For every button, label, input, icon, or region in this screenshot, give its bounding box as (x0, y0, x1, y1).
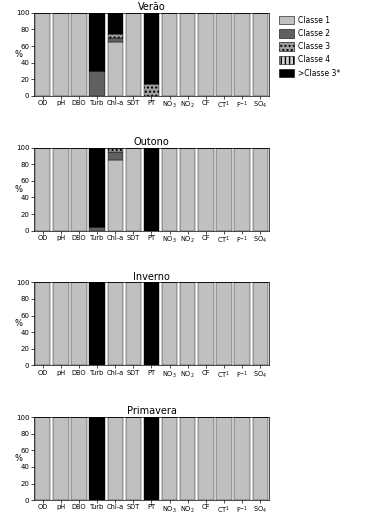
Bar (198, 417, 214, 500)
Bar (107, 34, 123, 38)
Bar (216, 13, 232, 96)
Bar (89, 71, 105, 96)
Bar (89, 282, 105, 365)
Bar (53, 148, 68, 231)
Bar (71, 13, 87, 96)
Bar (162, 417, 177, 500)
Bar (126, 13, 141, 96)
Title: Verão: Verão (138, 2, 165, 12)
Bar (107, 42, 123, 96)
Y-axis label: %: % (14, 454, 22, 463)
Y-axis label: %: % (14, 185, 22, 193)
Y-axis label: %: % (14, 320, 22, 328)
Bar (162, 282, 177, 365)
Bar (107, 148, 123, 152)
Bar (107, 160, 123, 231)
Bar (71, 282, 87, 365)
Bar (89, 417, 105, 500)
Bar (144, 282, 159, 365)
Bar (198, 282, 214, 365)
Bar (35, 417, 50, 500)
Title: Primavera: Primavera (126, 406, 177, 416)
Legend: Classe 1, Classe 2, Classe 3, Classe 4, >Classe 3*: Classe 1, Classe 2, Classe 3, Classe 4, … (278, 15, 341, 78)
Bar (107, 13, 123, 34)
Bar (216, 282, 232, 365)
Bar (126, 282, 141, 365)
Bar (252, 417, 268, 500)
Bar (252, 148, 268, 231)
Bar (198, 13, 214, 96)
Bar (144, 13, 159, 84)
Bar (216, 417, 232, 500)
Bar (180, 148, 196, 231)
Bar (89, 148, 105, 227)
Bar (162, 13, 177, 96)
Bar (252, 13, 268, 96)
Bar (107, 417, 123, 500)
Bar (53, 13, 68, 96)
Bar (216, 148, 232, 231)
Bar (234, 148, 250, 231)
Bar (180, 13, 196, 96)
Bar (126, 148, 141, 231)
Bar (35, 13, 50, 96)
Bar (35, 148, 50, 231)
Title: Outono: Outono (134, 137, 169, 147)
Bar (144, 84, 159, 96)
Bar (53, 282, 68, 365)
Bar (162, 148, 177, 231)
Bar (180, 282, 196, 365)
Bar (35, 282, 50, 365)
Bar (107, 282, 123, 365)
Bar (234, 13, 250, 96)
Bar (53, 417, 68, 500)
Bar (71, 148, 87, 231)
Bar (107, 38, 123, 42)
Bar (107, 152, 123, 160)
Bar (144, 417, 159, 500)
Bar (71, 417, 87, 500)
Bar (89, 227, 105, 231)
Bar (180, 417, 196, 500)
Bar (89, 13, 105, 71)
Bar (234, 282, 250, 365)
Bar (198, 148, 214, 231)
Bar (234, 417, 250, 500)
Bar (252, 282, 268, 365)
Bar (144, 148, 159, 231)
Bar (126, 417, 141, 500)
Y-axis label: %: % (14, 50, 22, 59)
Title: Inverno: Inverno (133, 271, 170, 282)
